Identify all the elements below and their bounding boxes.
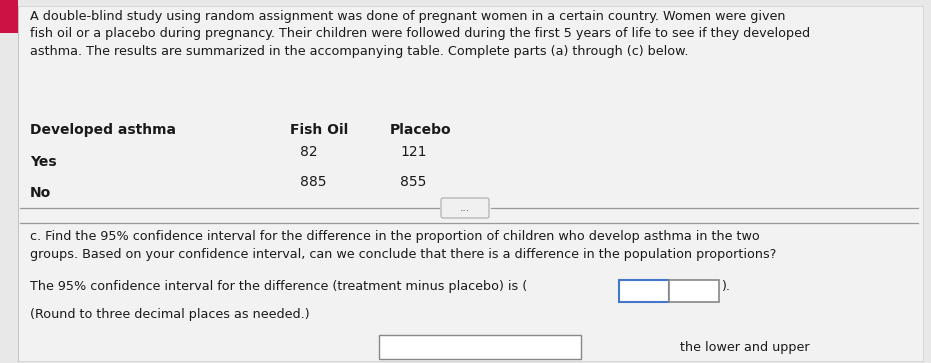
Text: Yes: Yes — [30, 155, 57, 169]
FancyBboxPatch shape — [669, 280, 719, 302]
FancyBboxPatch shape — [18, 6, 923, 361]
Text: 855: 855 — [400, 175, 426, 189]
FancyBboxPatch shape — [0, 0, 18, 33]
Text: (Round to three decimal places as needed.): (Round to three decimal places as needed… — [30, 308, 310, 321]
Text: ).: ). — [721, 280, 730, 293]
Text: c. Find the 95% confidence interval for the difference in the proportion of chil: c. Find the 95% confidence interval for … — [30, 230, 776, 261]
Text: The 95% confidence interval for the difference (treatment minus placebo) is (: The 95% confidence interval for the diff… — [30, 280, 527, 293]
Text: Developed asthma: Developed asthma — [30, 123, 176, 137]
Text: Fish Oil: Fish Oil — [290, 123, 348, 137]
Text: Placebo: Placebo — [390, 123, 452, 137]
Text: the lower and upper: the lower and upper — [680, 341, 810, 354]
FancyBboxPatch shape — [379, 335, 581, 359]
Text: ...: ... — [460, 203, 470, 213]
Text: A double-blind study using random assignment was done of pregnant women in a cer: A double-blind study using random assign… — [30, 10, 810, 58]
Text: 885: 885 — [300, 175, 327, 189]
Text: 82: 82 — [300, 145, 317, 159]
FancyBboxPatch shape — [619, 280, 669, 302]
Text: No: No — [30, 186, 51, 200]
FancyBboxPatch shape — [441, 198, 489, 218]
Text: 121: 121 — [400, 145, 426, 159]
